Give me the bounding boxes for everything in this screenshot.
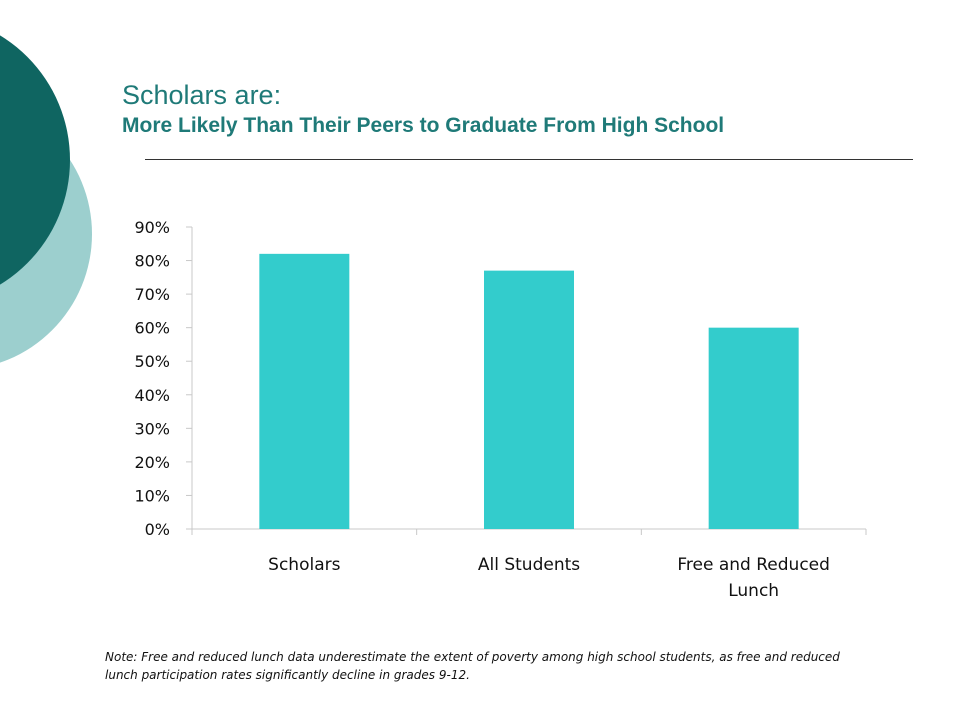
x-category-label: Scholars (268, 555, 340, 575)
y-tick-label: 0% (145, 520, 170, 539)
y-tick-label: 50% (134, 352, 170, 371)
bar-chart: 0% 10% 20% 30% 40% 50% 60% 70% 80% 90% Scholars All… (134, 218, 867, 601)
y-tick-label: 30% (134, 419, 170, 438)
y-tick-label: 40% (134, 386, 170, 405)
y-tick-label: 60% (134, 319, 170, 338)
x-category-label: All Students (478, 555, 580, 575)
y-tick-label: 20% (134, 453, 170, 472)
bar (484, 270, 574, 529)
title-divider (145, 159, 913, 160)
bar (708, 327, 799, 529)
bar (259, 253, 350, 529)
y-tick-label: 10% (134, 486, 170, 505)
y-tick-label: 80% (134, 252, 170, 271)
y-tick-label: 90% (134, 218, 170, 237)
decorative-circles (0, 35, 92, 363)
y-tick-label: 70% (134, 285, 170, 304)
title-line-1: Scholars are: (122, 80, 282, 110)
dark-teal-circle (0, 35, 70, 285)
title-line-2: More Likely Than Their Peers to Graduate… (122, 114, 725, 137)
footnote: Note: Free and reduced lunch data undere… (105, 650, 840, 682)
x-category-label: Free and Reduced Lunch (677, 555, 830, 601)
slide-title: Scholars are: More Likely Than Their Pee… (122, 78, 922, 140)
